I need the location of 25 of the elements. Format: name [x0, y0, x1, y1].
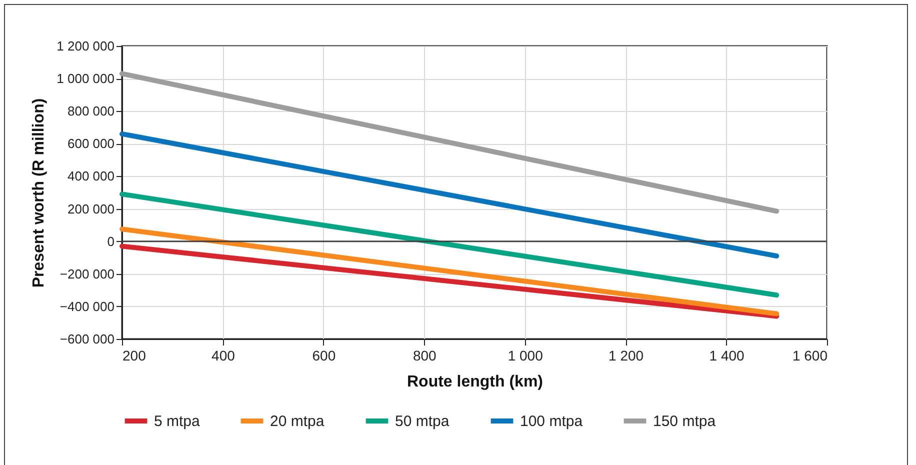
x-tick-label: 1 000: [508, 348, 544, 364]
x-tick-label: 400: [212, 348, 236, 364]
y-tick-label: 600 000: [68, 136, 114, 152]
legend-label: 150 mtpa: [653, 413, 716, 430]
x-tick-label: 200: [122, 348, 146, 364]
x-tick-label: 1 400: [709, 348, 745, 364]
x-tick-label: 800: [412, 348, 437, 364]
legend-label: 5 mtpa: [154, 413, 201, 430]
y-tick-label: 1 200 000: [56, 38, 114, 54]
y-tick-label: −600 000: [60, 332, 114, 346]
y-tick-label: 1 000 000: [56, 71, 114, 86]
x-tick-label: 600: [312, 348, 336, 364]
y-tick-label: −200 000: [60, 266, 114, 282]
legend-label: 20 mtpa: [270, 413, 325, 430]
legend-label: 100 mtpa: [520, 413, 584, 430]
y-tick-label: 200 000: [68, 201, 114, 216]
y-tick-label: 800 000: [68, 104, 114, 119]
y-tick-label: 0: [107, 234, 114, 249]
x-axis-title: Route length (km): [407, 374, 543, 390]
legend-label: 50 mtpa: [395, 413, 450, 430]
y-tick-label: −400 000: [60, 298, 114, 314]
y-axis-title: Present worth (R million): [30, 98, 48, 288]
x-tick-label: 1 600: [792, 348, 828, 364]
x-tick-label: 1 200: [608, 348, 644, 364]
y-tick-label: 400 000: [68, 168, 114, 184]
